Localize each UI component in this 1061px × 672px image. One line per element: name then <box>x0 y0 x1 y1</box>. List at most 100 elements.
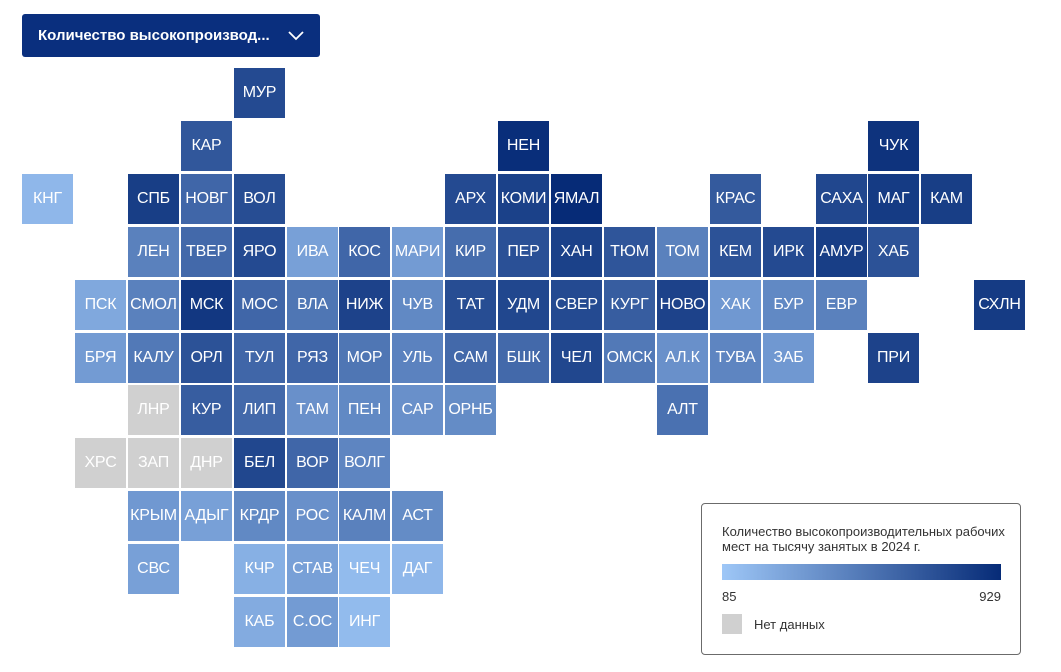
region-tile-5[interactable]: СПБ <box>128 174 179 224</box>
region-tile-4[interactable]: КНГ <box>22 174 73 224</box>
legend-no-data: Нет данных <box>722 614 1000 634</box>
region-tile-44[interactable]: ЕВР <box>816 280 867 330</box>
region-tile-9[interactable]: КОМИ <box>498 174 549 224</box>
region-tile-49[interactable]: ТУЛ <box>234 333 285 383</box>
region-tile-0[interactable]: МУР <box>234 68 285 118</box>
region-tile-57[interactable]: АЛ.К <box>657 333 708 383</box>
legend: Количество высокопроизводительных рабочи… <box>701 503 1021 655</box>
region-tile-27[interactable]: ИРК <box>763 227 814 277</box>
region-tile-25[interactable]: ТОМ <box>657 227 708 277</box>
region-tile-30[interactable]: ПСК <box>75 280 126 330</box>
region-tile-43[interactable]: БУР <box>763 280 814 330</box>
region-tile-45[interactable]: СХЛН <box>974 280 1025 330</box>
region-tile-50[interactable]: РЯЗ <box>287 333 338 383</box>
no-data-swatch <box>722 614 742 634</box>
region-tile-14[interactable]: КАМ <box>921 174 972 224</box>
dropdown-label: Количество высокопроизвод... <box>38 27 270 44</box>
region-tile-58[interactable]: ТУВА <box>710 333 761 383</box>
region-tile-35[interactable]: НИЖ <box>339 280 390 330</box>
region-tile-51[interactable]: МОР <box>339 333 390 383</box>
region-tile-29[interactable]: ХАБ <box>868 227 919 277</box>
region-tile-37[interactable]: ТАТ <box>445 280 496 330</box>
region-tile-52[interactable]: УЛЬ <box>392 333 443 383</box>
region-tile-87[interactable]: С.ОС <box>287 597 338 647</box>
chevron-down-icon <box>288 28 304 44</box>
region-tile-78[interactable]: РОС <box>287 491 338 541</box>
region-tile-70[interactable]: ЗАП <box>128 438 179 488</box>
region-tile-12[interactable]: САХА <box>816 174 867 224</box>
legend-title: Количество высокопроизводительных рабочи… <box>722 524 1005 554</box>
region-tile-59[interactable]: ЗАБ <box>763 333 814 383</box>
region-tile-72[interactable]: БЕЛ <box>234 438 285 488</box>
region-tile-56[interactable]: ОМСК <box>604 333 655 383</box>
region-tile-46[interactable]: БРЯ <box>75 333 126 383</box>
region-tile-79[interactable]: КАЛМ <box>339 491 390 541</box>
region-tile-21[interactable]: КИР <box>445 227 496 277</box>
region-tile-63[interactable]: ЛИП <box>234 385 285 435</box>
region-tile-28[interactable]: АМУР <box>816 227 867 277</box>
region-tile-23[interactable]: ХАН <box>551 227 602 277</box>
region-tile-10[interactable]: ЯМАЛ <box>551 174 602 224</box>
region-tile-48[interactable]: ОРЛ <box>181 333 232 383</box>
region-tile-7[interactable]: ВОЛ <box>234 174 285 224</box>
region-tile-67[interactable]: ОРНБ <box>445 385 496 435</box>
region-tile-85[interactable]: ДАГ <box>392 544 443 594</box>
region-tile-71[interactable]: ДНР <box>181 438 232 488</box>
region-tile-33[interactable]: МОС <box>234 280 285 330</box>
legend-gradient-bar <box>722 564 1001 580</box>
region-tile-53[interactable]: САМ <box>445 333 496 383</box>
region-tile-40[interactable]: КУРГ <box>604 280 655 330</box>
region-tile-84[interactable]: ЧЕЧ <box>339 544 390 594</box>
region-tile-55[interactable]: ЧЕЛ <box>551 333 602 383</box>
region-tile-41[interactable]: НОВО <box>657 280 708 330</box>
region-tile-13[interactable]: МАГ <box>868 174 919 224</box>
region-tile-80[interactable]: АСТ <box>392 491 443 541</box>
region-tile-73[interactable]: ВОР <box>287 438 338 488</box>
region-tile-31[interactable]: СМОЛ <box>128 280 179 330</box>
region-tile-2[interactable]: НЕН <box>498 121 549 171</box>
region-tile-15[interactable]: ЛЕН <box>128 227 179 277</box>
region-tile-32[interactable]: МСК <box>181 280 232 330</box>
region-tile-36[interactable]: ЧУВ <box>392 280 443 330</box>
region-tile-20[interactable]: МАРИ <box>392 227 443 277</box>
region-tile-60[interactable]: ПРИ <box>868 333 919 383</box>
region-tile-77[interactable]: КРДР <box>234 491 285 541</box>
region-tile-86[interactable]: КАБ <box>234 597 285 647</box>
region-tile-66[interactable]: САР <box>392 385 443 435</box>
region-tile-38[interactable]: УДМ <box>498 280 549 330</box>
region-tile-24[interactable]: ТЮМ <box>604 227 655 277</box>
region-tile-64[interactable]: ТАМ <box>287 385 338 435</box>
region-tile-34[interactable]: ВЛА <box>287 280 338 330</box>
region-tile-74[interactable]: ВОЛГ <box>339 438 390 488</box>
region-tile-1[interactable]: КАР <box>181 121 232 171</box>
region-tile-3[interactable]: ЧУК <box>868 121 919 171</box>
region-tile-19[interactable]: КОС <box>339 227 390 277</box>
region-tile-22[interactable]: ПЕР <box>498 227 549 277</box>
legend-min: 85 <box>722 589 737 604</box>
region-tile-11[interactable]: КРАС <box>710 174 761 224</box>
region-tile-76[interactable]: АДЫГ <box>181 491 232 541</box>
region-tile-26[interactable]: КЕМ <box>710 227 761 277</box>
region-tile-17[interactable]: ЯРО <box>234 227 285 277</box>
region-tile-81[interactable]: СВС <box>128 544 179 594</box>
region-tile-88[interactable]: ИНГ <box>339 597 390 647</box>
region-tile-69[interactable]: ХРС <box>75 438 126 488</box>
region-tile-42[interactable]: ХАК <box>710 280 761 330</box>
region-tile-39[interactable]: СВЕР <box>551 280 602 330</box>
region-tile-8[interactable]: АРХ <box>445 174 496 224</box>
region-tile-83[interactable]: СТАВ <box>287 544 338 594</box>
region-tile-18[interactable]: ИВА <box>287 227 338 277</box>
region-tile-16[interactable]: ТВЕР <box>181 227 232 277</box>
indicator-dropdown[interactable]: Количество высокопроизвод... <box>22 14 320 57</box>
region-tile-62[interactable]: КУР <box>181 385 232 435</box>
region-tile-54[interactable]: БШК <box>498 333 549 383</box>
region-tile-68[interactable]: АЛТ <box>657 385 708 435</box>
region-tile-61[interactable]: ЛНР <box>128 385 179 435</box>
region-tile-47[interactable]: КАЛУ <box>128 333 179 383</box>
region-tile-6[interactable]: НОВГ <box>181 174 232 224</box>
region-tile-75[interactable]: КРЫМ <box>128 491 179 541</box>
legend-ticks: 85 929 <box>722 589 1001 604</box>
region-tile-82[interactable]: КЧР <box>234 544 285 594</box>
region-tile-65[interactable]: ПЕН <box>339 385 390 435</box>
